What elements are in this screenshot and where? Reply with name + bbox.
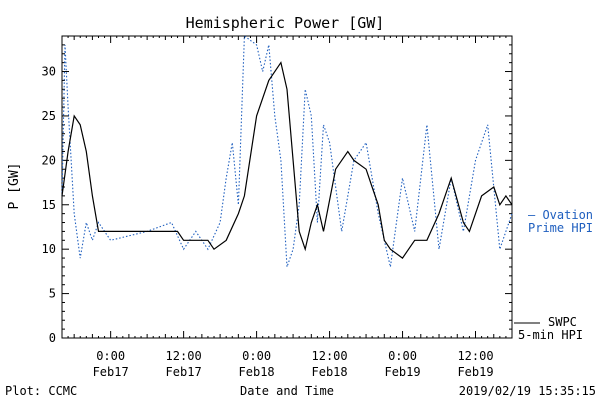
x-tick-date-label: Feb17 xyxy=(93,365,129,379)
x-tick-time-label: 0:00 xyxy=(388,349,417,363)
x-tick-date-label: Feb17 xyxy=(166,365,202,379)
legend-swpc-line1: SWPC xyxy=(548,315,577,329)
x-tick-date-label: Feb18 xyxy=(312,365,348,379)
x-tick-date-label: Feb19 xyxy=(384,365,420,379)
y-axis-ticks: 0 5 10 15 20 25 30 xyxy=(42,35,512,345)
x-tick-time-label: 12:00 xyxy=(166,349,202,363)
x-tick-time-label: 12:00 xyxy=(312,349,348,363)
footer-plot-credit: Plot: CCMC xyxy=(5,384,77,398)
legend-ovation-line1: — Ovation xyxy=(528,208,593,222)
y-tick-label: 20 xyxy=(42,153,56,167)
y-tick-label: 15 xyxy=(42,198,56,212)
footer-timestamp: 2019/02/19 15:35:15 xyxy=(459,384,596,398)
y-tick-label: 5 xyxy=(49,287,56,301)
series-swpc-line xyxy=(61,61,513,259)
y-tick-label: 0 xyxy=(49,331,56,345)
y-tick-label: 25 xyxy=(42,109,56,123)
x-tick-time-label: 0:00 xyxy=(242,349,271,363)
series-layer xyxy=(61,34,513,268)
legend-ovation-line2: Prime HPI xyxy=(528,221,593,235)
legend-swpc: SWPC 5-min HPI xyxy=(514,315,583,342)
chart-title: Hemispheric Power [GW] xyxy=(186,14,385,32)
legend-swpc-line2: 5-min HPI xyxy=(518,328,583,342)
legend-ovation: — Ovation Prime HPI xyxy=(528,208,593,235)
series-ovation-line xyxy=(61,34,513,268)
y-tick-label: 10 xyxy=(42,242,56,256)
x-tick-date-label: Feb18 xyxy=(239,365,275,379)
x-tick-date-label: Feb19 xyxy=(457,365,493,379)
y-tick-label: 30 xyxy=(42,65,56,79)
x-axis-label: Date and Time xyxy=(240,384,334,398)
plot-frame xyxy=(61,35,513,339)
x-tick-time-label: 12:00 xyxy=(457,349,493,363)
y-axis-label: P [GW] xyxy=(7,163,22,210)
x-tick-time-label: 0:00 xyxy=(96,349,125,363)
x-axis-ticks: 0:00 Feb17 12:00 Feb17 0:00 Feb18 12:00 Feb18 0:… xyxy=(61,36,513,379)
